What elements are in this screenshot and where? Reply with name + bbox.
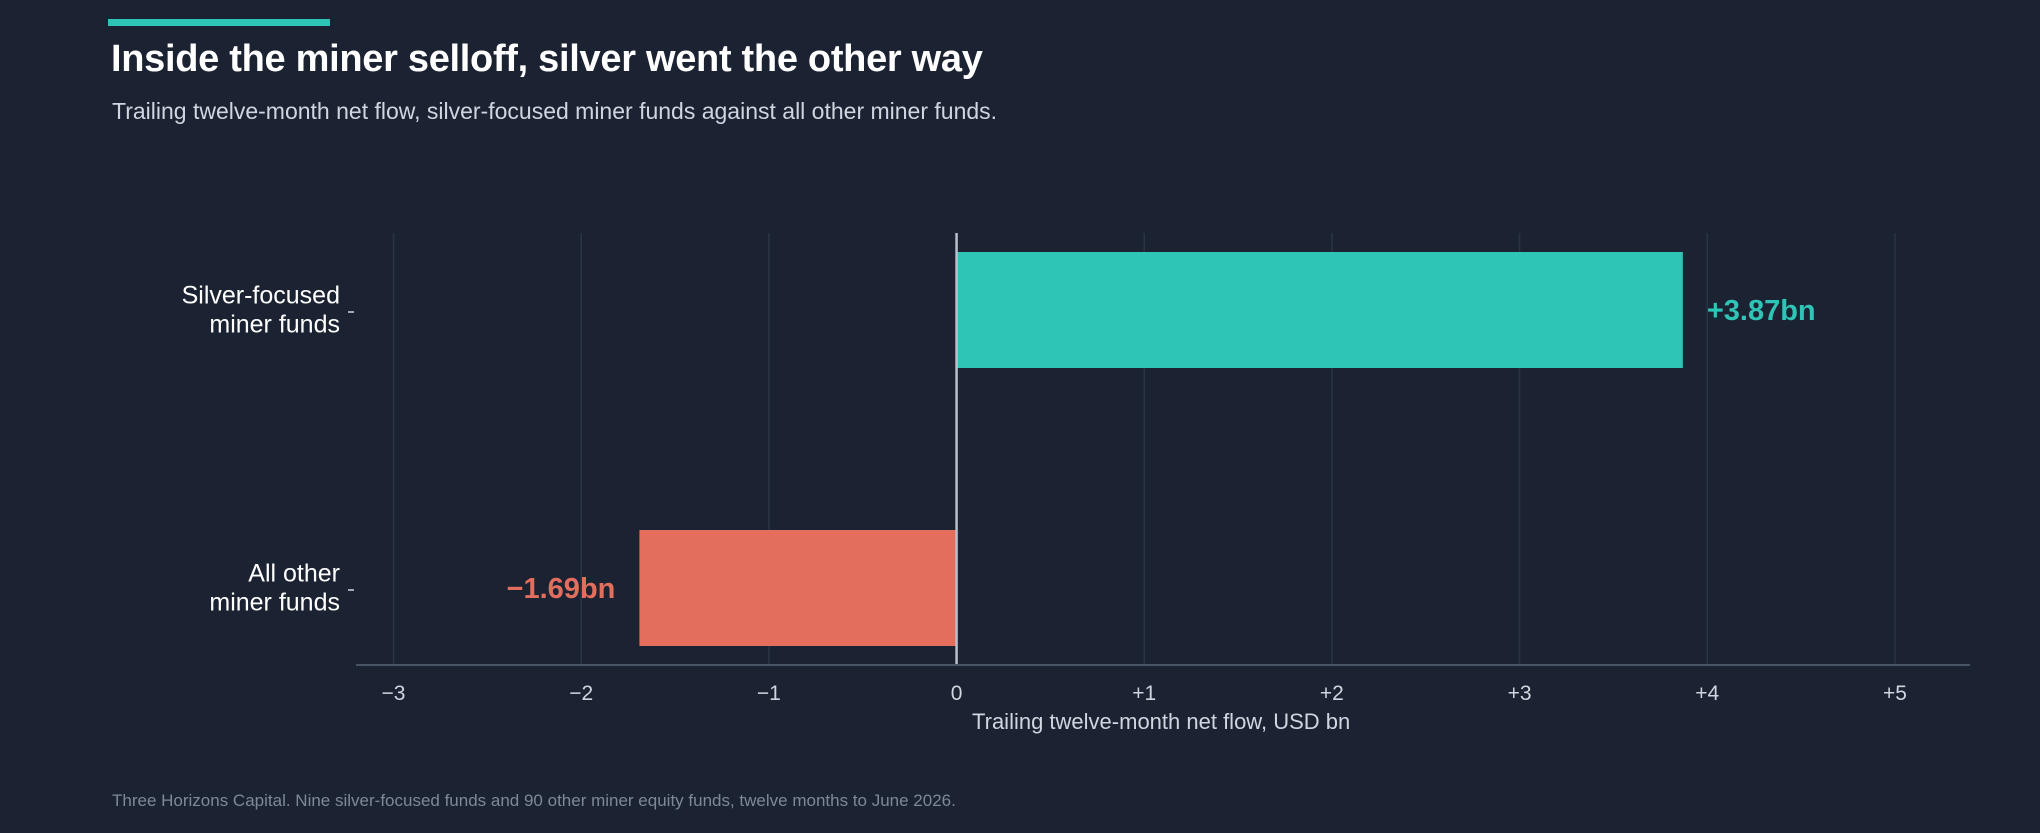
category-label-line: miner funds (209, 311, 340, 339)
chart-title: Inside the miner selloff, silver went th… (111, 38, 983, 80)
category-label-1: All other miner funds (209, 560, 340, 617)
x-tick-label-8: +5 (1883, 682, 1907, 705)
bar-chart: −3 −2 −1 0 +1 +2 +3 +4 +5 Trailing twelve-month n… (182, 233, 1970, 734)
bar-1 (639, 530, 957, 646)
x-tick-label-4: +1 (1132, 682, 1156, 705)
x-tick-label-6: +3 (1508, 682, 1532, 705)
data-label-0: +3.87bn (1707, 295, 1816, 327)
category-label-line: All other (248, 560, 340, 588)
x-tick-label-0: −3 (382, 682, 406, 705)
chart-subtitle: Trailing twelve-month net flow, silver-f… (112, 98, 998, 124)
x-tick-label-5: +2 (1320, 682, 1344, 705)
x-tick-label-7: +4 (1695, 682, 1719, 705)
x-tick-label-3: 0 (951, 682, 963, 705)
category-label-0: Silver-focused miner funds (182, 282, 340, 339)
x-axis-title: Trailing twelve-month net flow, USD bn (972, 709, 1350, 734)
x-tick-label-1: −2 (569, 682, 593, 705)
category-label-line: Silver-focused (182, 282, 340, 310)
accent-bar (108, 19, 330, 26)
source-note: Three Horizons Capital. Nine silver-focu… (112, 791, 956, 810)
data-label-1: −1.69bn (507, 573, 616, 605)
x-tick-label-2: −1 (757, 682, 781, 705)
bar-0 (956, 252, 1683, 368)
category-label-line: miner funds (209, 589, 340, 617)
